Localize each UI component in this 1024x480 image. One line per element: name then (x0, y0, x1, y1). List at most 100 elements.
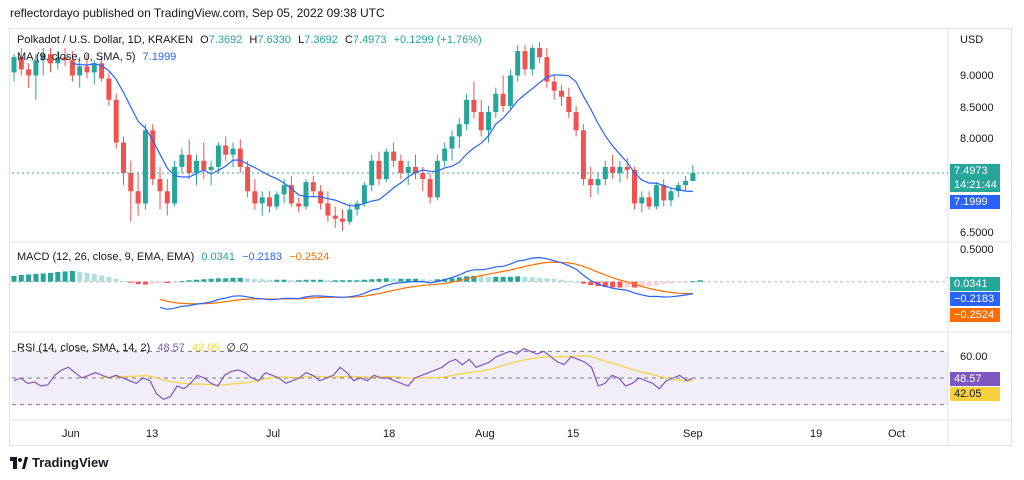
candle-body (486, 112, 491, 131)
candle-body (179, 154, 185, 167)
candle-body (653, 185, 659, 207)
macd-hist-bar (566, 280, 572, 282)
candle-body (259, 197, 265, 204)
candle-body (544, 57, 550, 82)
candle-body (40, 54, 46, 61)
candle-body (142, 130, 148, 204)
candle-body (383, 151, 389, 180)
macd-hist-bar (624, 281, 630, 288)
macd-hist-bar (456, 277, 462, 282)
candle-body (559, 90, 564, 97)
macd-hist-bar (33, 273, 39, 282)
candle-body (471, 99, 477, 113)
macd-signal-value: −0.2524 (289, 251, 330, 263)
macd-hist-bar (325, 280, 331, 282)
candle-body (194, 160, 199, 173)
macd-hist-bar (340, 280, 345, 282)
macd-hist-bar (486, 276, 491, 282)
candle-body (464, 99, 470, 125)
price-tick: 8.0000 (960, 133, 994, 145)
tradingview-logo[interactable]: TradingView (10, 455, 108, 470)
macd-hist-bar (150, 281, 156, 284)
macd-hist-bar (194, 279, 199, 282)
candle-body (230, 148, 236, 155)
candle-body (172, 166, 178, 204)
macd-hist-bar (405, 278, 411, 282)
macd-hist-bar (11, 275, 17, 282)
rsi-label: RSI (14, close, SMA, 14, 2) (17, 342, 151, 354)
macd-hist-bar (427, 279, 433, 282)
macd-hist-bar (434, 279, 440, 282)
macd-hist-bar (332, 280, 338, 282)
macd-hist-bar (573, 281, 579, 283)
macd-hist-bar (91, 273, 97, 282)
candle-body (668, 191, 674, 201)
ma-legend: MA (9, close, 0, SMA, 5) 7.1999 (17, 51, 180, 63)
price-legend: Polkadot / U.S. Dollar, 1D, KRAKEN O7.36… (17, 34, 486, 46)
macd-hist-bar (259, 279, 265, 282)
candle-body (77, 66, 83, 76)
candle-body (661, 185, 667, 201)
macd-hist-bar (493, 276, 499, 282)
candle-body (442, 148, 448, 161)
x-tick-label: 18 (383, 428, 396, 440)
ma-value: 7.1999 (142, 51, 177, 63)
candle-body (325, 203, 331, 216)
candle-body (690, 172, 696, 181)
rsi-extra: ∅ ∅ (226, 342, 249, 354)
macd-hist-bar (610, 281, 616, 288)
macd-hist-bar (529, 277, 535, 282)
price-tick: 6.5000 (960, 227, 994, 239)
macd-hist-bar (383, 278, 389, 282)
macd-hist-bar (135, 281, 141, 285)
macd-hist-bar (267, 279, 272, 282)
macd-hist-bar (113, 278, 119, 282)
candle-body (420, 172, 426, 180)
candle-body (128, 172, 134, 192)
macd-hist-bar (121, 280, 126, 282)
x-tick-label: Jun (62, 428, 80, 440)
candle-body (208, 166, 214, 170)
candle-body (69, 60, 75, 76)
candle-body (106, 78, 112, 100)
macd-hist-bar (675, 281, 681, 283)
macd-hist-bar (55, 271, 61, 282)
macd-hist-bar (354, 280, 360, 282)
macd-hist-bar (478, 276, 484, 282)
candle-body (237, 148, 243, 167)
macd-value: −0.2183 (242, 251, 283, 263)
rsi-line (13, 348, 694, 400)
macd-hist-bar (471, 275, 477, 282)
ohlc-close: C7.4973 (344, 34, 387, 46)
candle-body (610, 166, 616, 173)
candle-body (624, 166, 630, 170)
ohlc-low: L7.3692 (298, 34, 338, 46)
candle-body (11, 57, 17, 73)
rsi-legend: RSI (14, close, SMA, 14, 2) 48.57 42.05 … (17, 341, 253, 354)
macd-hist-bar (544, 278, 550, 282)
macd-hist-bar (588, 281, 594, 286)
macd-hist-bar (617, 281, 623, 288)
candle-body (449, 136, 455, 149)
macd-hist-bar (281, 279, 287, 282)
macd-hist-bar (391, 278, 397, 282)
candle-body (595, 179, 601, 186)
candle-body (48, 54, 53, 64)
macd-hist-bar (537, 277, 543, 282)
candle-body (602, 166, 608, 180)
macd-hist-bar (128, 281, 134, 283)
macd-tick: 0.5000 (960, 244, 994, 256)
macd-legend: MACD (12, 26, close, 9, EMA, EMA) 0.0341… (17, 251, 333, 263)
macd-hist-bar (18, 274, 24, 282)
macd-hist-bar (245, 278, 251, 282)
candle-body (369, 160, 375, 186)
macd-hist-bar (62, 271, 68, 282)
candle-body (303, 182, 309, 207)
candle-body (434, 160, 440, 198)
candle-body (456, 124, 462, 137)
macd-hist-bar (48, 272, 53, 282)
candle-body (26, 69, 32, 76)
ma-label: MA (9, close, 0, SMA, 5) (17, 51, 136, 63)
macd-hist-bar (507, 276, 513, 282)
